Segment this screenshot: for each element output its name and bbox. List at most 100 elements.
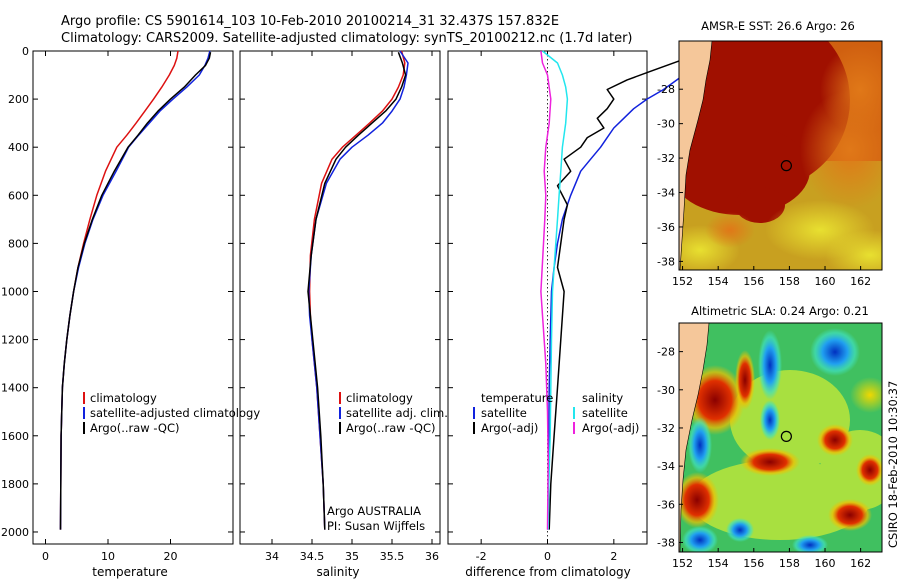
map-x-tick-label: 158 — [779, 557, 800, 570]
x-tick-label: 2 — [610, 550, 617, 563]
temperature-series — [59, 50, 212, 530]
sla-map-panel: Altimetric SLA: 0.24 Argo: 0.21 152 154 15… — [657, 304, 883, 570]
temperature-x-label: temperature — [92, 565, 167, 579]
difference-ticks: -2 0 2 — [448, 50, 647, 563]
series-line-salinity-argo-adj- — [540, 50, 552, 530]
map-x-tick-label: 158 — [779, 275, 800, 288]
legend-label-argo: Argo(..raw -QC) — [346, 421, 436, 435]
temperature-panel-frame — [32, 50, 234, 545]
temperature-legend: climatology satellite-adjusted climatolo… — [83, 391, 260, 435]
difference-series — [540, 50, 721, 530]
sst-map-frame — [678, 40, 883, 271]
salinity-legend: climatology satellite adj. clim. Argo(..… — [339, 391, 448, 435]
salinity-panel: 34 34.5 35 35.5 36 salinity climatology sate… — [239, 50, 448, 579]
sst-map-panel: AMSR-E SST: 26.6 Argo: 26 152 154 156 158 16… — [657, 19, 883, 288]
legend-label-satellite: satellite adj. clim. — [346, 406, 448, 420]
map-y-tick-label: -38 — [657, 536, 675, 549]
sst-map-ticks: 152 154 156 158 160 162 -28 -30 -32 -34 -36 -38 — [657, 83, 871, 288]
map-y-tick-label: -32 — [657, 152, 675, 165]
y-tick-label: 1000 — [1, 285, 29, 298]
y-tick-label: 1400 — [1, 382, 29, 395]
header-line-1: Argo profile: CS 5901614_103 10-Feb-2010… — [61, 14, 559, 29]
x-tick-label: 36 — [425, 550, 439, 563]
map-y-tick-label: -38 — [657, 255, 675, 268]
map-x-tick-label: 160 — [815, 557, 836, 570]
legend-label-temp-satellite: satellite — [481, 406, 527, 420]
difference-legend: temperature satellite Argo(-adj) salinit… — [473, 391, 639, 435]
x-tick-label: 35.5 — [380, 550, 405, 563]
map-x-tick-label: 154 — [708, 557, 729, 570]
y-tick-label: 200 — [8, 93, 29, 106]
map-y-tick-label: -30 — [657, 384, 675, 397]
series-line-temperature-satellite — [547, 50, 721, 530]
sla-heatmap — [679, 323, 882, 552]
legend-label-climatology: climatology — [90, 391, 157, 405]
y-tick-label: 1600 — [1, 430, 29, 443]
y-tick-label: 800 — [8, 237, 29, 250]
sla-argo-marker — [780, 430, 792, 442]
map-y-tick-label: -34 — [657, 460, 675, 473]
sla-land — [679, 323, 710, 552]
legend-label-climatology: climatology — [346, 391, 413, 405]
series-line-argo-raw-qc- — [307, 51, 407, 530]
sla-map-title: Altimetric SLA: 0.24 Argo: 0.21 — [691, 304, 869, 318]
series-line-salinity-satellite — [542, 50, 569, 530]
salinity-panel-frame — [239, 50, 441, 545]
temperature-panel: 0 10 2002004006008001000120014001600180020… — [1, 45, 260, 579]
map-x-tick-label: 160 — [815, 275, 836, 288]
legend-label-satellite: satellite-adjusted climatology — [90, 406, 260, 420]
x-tick-label: 34.5 — [300, 550, 325, 563]
difference-x-label: difference from climatology — [465, 565, 631, 579]
x-tick-label: -2 — [476, 550, 487, 563]
map-y-tick-label: -30 — [657, 118, 675, 131]
series-line-satellite-adjusted-climatology — [59, 50, 211, 530]
y-tick-label: 1800 — [1, 478, 29, 491]
legend-heading-salinity: salinity — [582, 391, 623, 405]
series-line-argo-raw-qc- — [59, 52, 212, 530]
x-tick-label: 20 — [164, 550, 178, 563]
map-y-tick-label: -34 — [657, 187, 675, 200]
timestamp-stamp: CSIRO 18-Feb-2010 10:30:37 — [886, 381, 900, 548]
sla-map-ticks: 152 154 156 158 160 162 -28 -30 -32 -34 -36 -38 — [657, 346, 871, 570]
sst-heatmap — [679, 41, 882, 270]
map-y-tick-label: -32 — [657, 422, 675, 435]
legend-label-sal-satellite: satellite — [582, 406, 628, 420]
map-x-tick-label: 162 — [850, 557, 871, 570]
salinity-ticks: 34 34.5 35 35.5 36 — [240, 50, 440, 563]
y-tick-label: 600 — [8, 189, 29, 202]
credit-line-2: PI: Susan Wijffels — [327, 519, 425, 533]
map-y-tick-label: -36 — [657, 221, 675, 234]
map-y-tick-label: -28 — [657, 83, 675, 96]
x-tick-label: 0 — [42, 550, 49, 563]
header-line-2: Climatology: CARS2009. Satellite-adjuste… — [61, 31, 633, 46]
salinity-x-label: salinity — [316, 565, 359, 579]
series-line-climatology — [308, 50, 406, 530]
sst-map-title: AMSR-E SST: 26.6 Argo: 26 — [701, 19, 855, 33]
map-y-tick-label: -28 — [657, 346, 675, 359]
map-x-tick-label: 152 — [672, 557, 693, 570]
legend-label-temp-argo: Argo(-adj) — [481, 421, 538, 435]
sst-land — [679, 41, 713, 270]
series-line-climatology — [59, 50, 179, 530]
map-x-tick-label: 156 — [743, 557, 764, 570]
series-line-satellite-adj-clim- — [308, 50, 409, 530]
sla-map-frame — [678, 322, 883, 553]
y-tick-label: 2000 — [1, 526, 29, 539]
map-x-tick-label: 154 — [708, 275, 729, 288]
credit-line-1: Argo AUSTRALIA — [327, 504, 421, 518]
x-tick-label: 34 — [265, 550, 279, 563]
map-x-tick-label: 156 — [743, 275, 764, 288]
y-tick-label: 0 — [22, 45, 29, 58]
legend-label-sal-argo: Argo(-adj) — [582, 421, 639, 435]
difference-panel: -2 0 2 difference from climatology tempera… — [447, 50, 721, 579]
x-tick-label: 0 — [544, 550, 551, 563]
map-y-tick-label: -36 — [657, 498, 675, 511]
map-x-tick-label: 162 — [850, 275, 871, 288]
sst-argo-marker — [780, 160, 792, 172]
map-x-tick-label: 152 — [672, 275, 693, 288]
legend-heading-temperature: temperature — [481, 391, 553, 405]
salinity-series — [307, 50, 409, 530]
x-tick-label: 35 — [345, 550, 359, 563]
y-tick-label: 1200 — [1, 334, 29, 347]
